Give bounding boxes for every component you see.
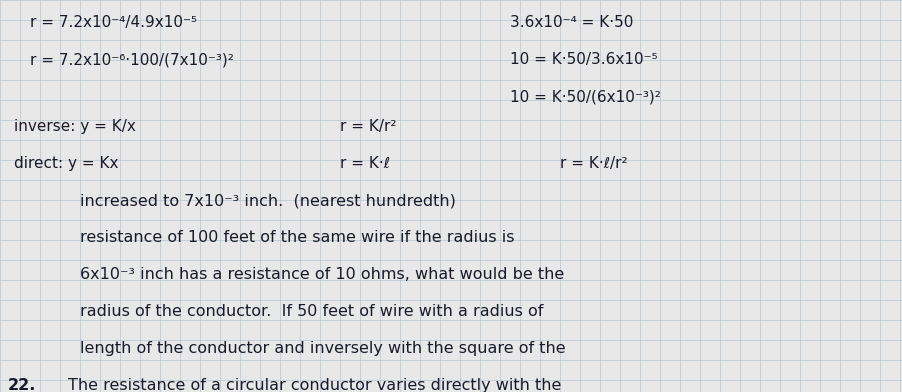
Text: r = K·ℓ/r²: r = K·ℓ/r² — [559, 156, 627, 171]
Text: The resistance of a circular conductor varies directly with the: The resistance of a circular conductor v… — [68, 378, 561, 392]
Text: resistance of 100 feet of the same wire if the radius is: resistance of 100 feet of the same wire … — [80, 230, 514, 245]
Text: increased to 7x10⁻³ inch.  (nearest hundredth): increased to 7x10⁻³ inch. (nearest hundr… — [80, 193, 456, 208]
Text: length of the conductor and inversely with the square of the: length of the conductor and inversely wi… — [80, 341, 565, 356]
Text: r = 7.2x10⁻⁴/4.9x10⁻⁵: r = 7.2x10⁻⁴/4.9x10⁻⁵ — [30, 15, 197, 31]
Text: 3.6x10⁻⁴ = K·50: 3.6x10⁻⁴ = K·50 — [510, 15, 632, 31]
Text: r = K/r²: r = K/r² — [340, 119, 396, 134]
Text: radius of the conductor.  If 50 feet of wire with a radius of: radius of the conductor. If 50 feet of w… — [80, 304, 543, 319]
Text: r = 7.2x10⁻⁶·100/(7x10⁻³)²: r = 7.2x10⁻⁶·100/(7x10⁻³)² — [30, 53, 234, 67]
Text: 22.: 22. — [8, 378, 36, 392]
Text: 10 = K·50/(6x10⁻³)²: 10 = K·50/(6x10⁻³)² — [510, 89, 660, 104]
Text: r = K·ℓ: r = K·ℓ — [340, 156, 390, 171]
Text: direct: y = Kx: direct: y = Kx — [14, 156, 118, 171]
Text: 6x10⁻³ inch has a resistance of 10 ohms, what would be the: 6x10⁻³ inch has a resistance of 10 ohms,… — [80, 267, 564, 282]
Text: inverse: y = K/x: inverse: y = K/x — [14, 119, 135, 134]
Text: 10 = K·50/3.6x10⁻⁵: 10 = K·50/3.6x10⁻⁵ — [510, 53, 657, 67]
